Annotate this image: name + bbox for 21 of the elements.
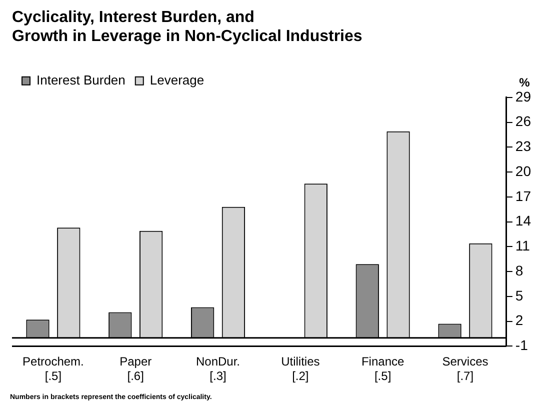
y-tick-label: 5 — [515, 287, 524, 304]
legend-label: Interest Burden — [36, 72, 126, 88]
x-tick-label: Utilities [.2] — [281, 354, 320, 384]
y-tick-label: 26 — [515, 113, 532, 130]
y-tick-label: 23 — [515, 138, 532, 154]
chart-title: Cyclicality, Interest Burden, and Growth in Leverage in Non-Cyclical Industries — [12, 9, 362, 46]
x-tick-label: Finance [.5] — [361, 354, 404, 384]
y-tick-label: 14 — [515, 212, 532, 229]
y-axis-title: % — [519, 76, 530, 90]
x-tick-label: NonDur. [.3] — [196, 354, 240, 384]
x-tick-label: Services [.7] — [442, 354, 488, 384]
x-tick-label: Paper [.6] — [120, 354, 152, 384]
y-tick-label: 17 — [515, 188, 532, 204]
x-tick-label: Petrochem. [.5] — [22, 354, 84, 384]
y-tick-label: -1 — [515, 337, 528, 354]
legend-label: Leverage — [150, 72, 204, 88]
y-tick-label: 8 — [515, 262, 524, 278]
y-tick-label: 2 — [515, 312, 524, 328]
y-tick-label: 11 — [515, 238, 530, 254]
y-tick-label: 29 — [515, 88, 532, 104]
y-tick-label: 20 — [515, 162, 532, 179]
